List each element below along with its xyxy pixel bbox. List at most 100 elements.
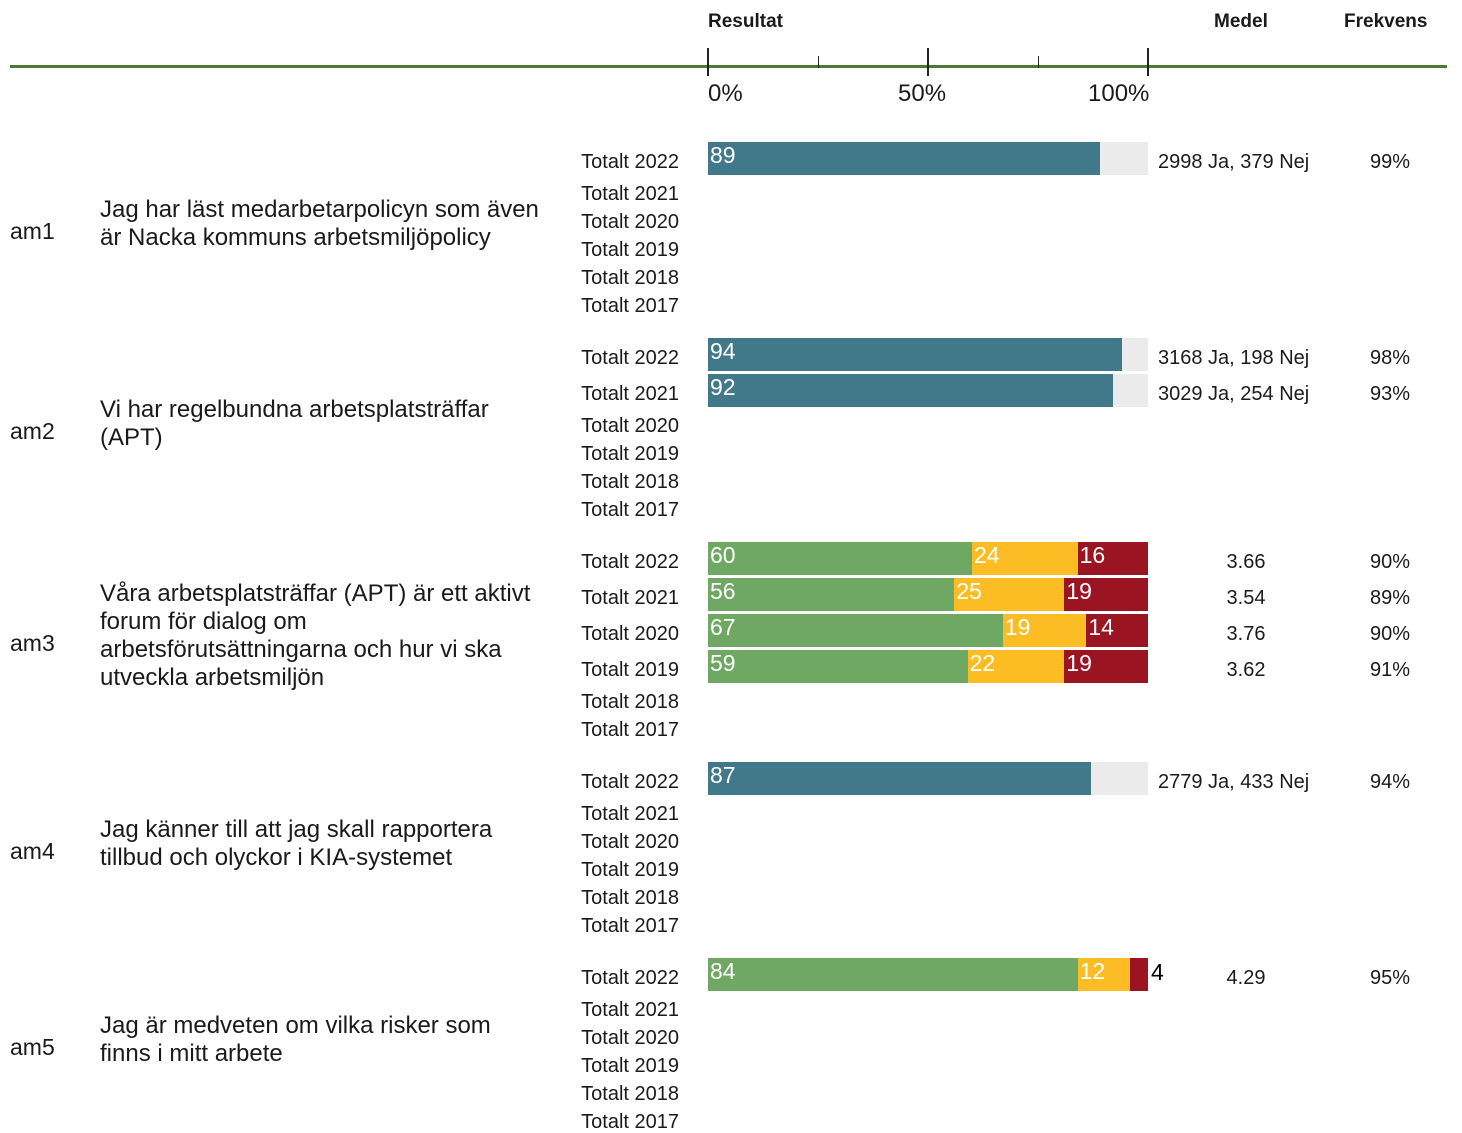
segment-label: 92 [710,374,736,400]
row-label: Totalt 2021 [581,183,679,205]
bar-segment [967,650,1065,683]
row-label: Totalt 2017 [581,295,679,317]
medel: 3168 Ja, 198 Nej [1158,347,1310,369]
frekvens: 98% [1369,347,1411,369]
item-code: am1 [10,218,55,244]
bar-segment [1002,614,1087,647]
segment-label: 14 [1088,614,1114,640]
tick-mark [1147,48,1149,76]
medel: 2998 Ja, 379 Nej [1158,151,1310,173]
row-label: Totalt 2019 [581,1055,679,1077]
row-label: Totalt 2019 [581,239,679,261]
bar-segment [708,650,968,683]
medel: 3029 Ja, 254 Nej [1158,383,1310,405]
item-code: am3 [10,630,55,656]
segment-label: 94 [710,338,736,364]
frekvens: 94% [1369,771,1411,793]
bar-segment [708,578,955,611]
row-label: Totalt 2021 [581,803,679,825]
segment-label: 89 [710,142,736,168]
tick-mark [927,48,929,76]
question: Våra arbetsplatsträffar (APT) är ett akt… [100,580,531,691]
row-label: Totalt 2019 [581,443,679,465]
row-label: Totalt 2020 [581,1027,679,1049]
segment-label: 16 [1079,542,1106,568]
header-resultat: Resultat [708,11,783,32]
medel: 3.66 [1226,551,1266,573]
row-label: Totalt 2022 [581,967,679,989]
minor-tick [1037,56,1039,68]
segment-label: 59 [710,650,736,676]
medel: 3.62 [1226,659,1266,681]
bar-segment [1064,650,1148,683]
row-label: Totalt 2017 [581,499,679,521]
row-label: Totalt 2020 [581,831,679,853]
row-label: Totalt 2021 [581,587,679,609]
bar-segment [708,338,1122,371]
row-label: Totalt 2022 [581,551,679,573]
frekvens: 90% [1369,623,1411,645]
segment-label: 67 [710,614,736,640]
bar-segment [708,614,1003,647]
bar-segment [1077,958,1131,991]
header-medel: Medel [1214,11,1268,32]
tick-label: 0% [708,80,743,107]
row-label: Totalt 2020 [581,415,679,437]
minor-tick [817,56,819,68]
row-label: Totalt 2021 [581,999,679,1021]
row-label: Totalt 2018 [581,1083,679,1105]
segment-label: 19 [1066,650,1092,676]
segment-label: 4 [1151,959,1164,985]
row-label: Totalt 2022 [581,347,679,369]
row-label: Totalt 2019 [581,659,679,681]
row-label: Totalt 2018 [581,887,679,909]
medel: 3.76 [1226,623,1266,645]
medel: 4.29 [1226,967,1266,989]
bar-segment [954,578,1065,611]
segment-label: 19 [1004,614,1031,640]
row-label: Totalt 2018 [581,471,679,493]
bar-segment [708,762,1091,795]
segment-label: 84 [710,958,736,984]
frekvens: 95% [1369,967,1411,989]
bar-segment [972,542,1078,575]
segment-label: 24 [974,542,1000,568]
row-label: Totalt 2022 [581,771,679,793]
bar-segment [708,542,972,575]
frekvens: 91% [1369,659,1411,681]
bar-segment [1130,958,1148,991]
row-label: Totalt 2017 [581,1111,679,1133]
medel: 2779 Ja, 433 Nej [1158,771,1310,793]
bar-segment [1064,578,1148,611]
tick-mark [707,48,709,76]
item-code: am2 [10,418,55,444]
row-label: Totalt 2017 [581,719,679,741]
segment-label: 12 [1079,958,1106,984]
segment-label: 19 [1066,578,1092,604]
frekvens: 89% [1369,587,1411,609]
question: Jag känner till att jag skall rapportera… [100,816,493,871]
header-frekvens: Frekvens [1344,11,1428,32]
row-label: Totalt 2017 [581,915,679,937]
row-label: Totalt 2022 [581,151,679,173]
item-code: am4 [10,838,55,864]
question: Jag är medveten om vilka risker som finn… [100,1012,491,1067]
bar-segment [708,374,1113,407]
segment-label: 56 [710,578,736,604]
segment-label: 25 [956,578,982,604]
segment-label: 60 [710,542,736,568]
bar-segment [708,142,1100,175]
frekvens: 90% [1369,551,1411,573]
row-label: Totalt 2021 [581,383,679,405]
bar-segment [1077,542,1148,575]
segment-label: 87 [710,762,736,788]
segment-label: 22 [969,650,996,676]
row-label: Totalt 2020 [581,211,679,233]
question: Vi har regelbundna arbetsplatsträffar (A… [100,396,489,451]
row-label: Totalt 2018 [581,691,679,713]
tick-label: 50% [898,80,947,107]
bar-segment [1086,614,1148,647]
bar-segment [708,958,1078,991]
frekvens: 99% [1369,151,1411,173]
